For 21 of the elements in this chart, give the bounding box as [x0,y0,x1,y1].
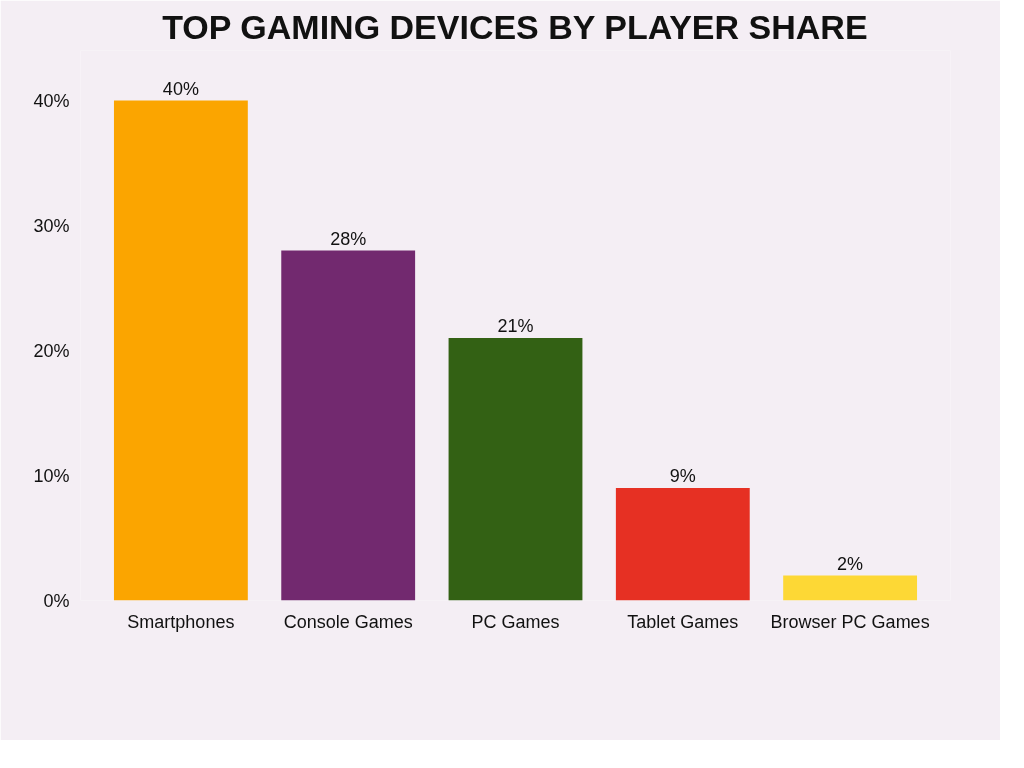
y-tick-label: 10% [33,465,70,486]
y-tick-label: 20% [33,340,70,361]
x-tick-label: Console Games [283,611,413,632]
x-tick-label: Tablet Games [627,611,739,632]
bar [448,338,583,601]
x-tick-label: PC Games [471,611,560,632]
chart-title: TOP GAMING DEVICES BY PLAYER SHARE [162,7,868,46]
data-label: 40% [162,78,199,99]
bar [615,488,750,601]
x-tick-label: Browser PC Games [770,611,930,632]
y-tick-label: 30% [33,215,70,236]
bar [783,575,918,601]
data-label: 9% [669,466,696,486]
bar [113,100,248,601]
x-tick-label: Smartphones [127,611,235,632]
data-label: 2% [837,553,864,574]
bar [281,250,416,601]
data-label: 28% [330,228,367,249]
y-tick-label: 0% [43,590,70,611]
y-tick-label: 40% [33,90,70,111]
data-label: 21% [497,316,534,336]
